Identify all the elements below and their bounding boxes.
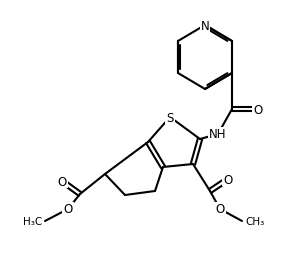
Text: S: S: [166, 111, 174, 124]
Text: O: O: [57, 175, 67, 188]
Text: NH: NH: [209, 128, 227, 141]
Text: O: O: [223, 173, 233, 186]
Text: CH₃: CH₃: [245, 216, 264, 226]
Text: O: O: [64, 203, 72, 216]
Text: H₃C: H₃C: [23, 216, 42, 226]
Text: O: O: [215, 203, 225, 216]
Text: N: N: [201, 19, 209, 32]
Text: O: O: [253, 103, 263, 116]
